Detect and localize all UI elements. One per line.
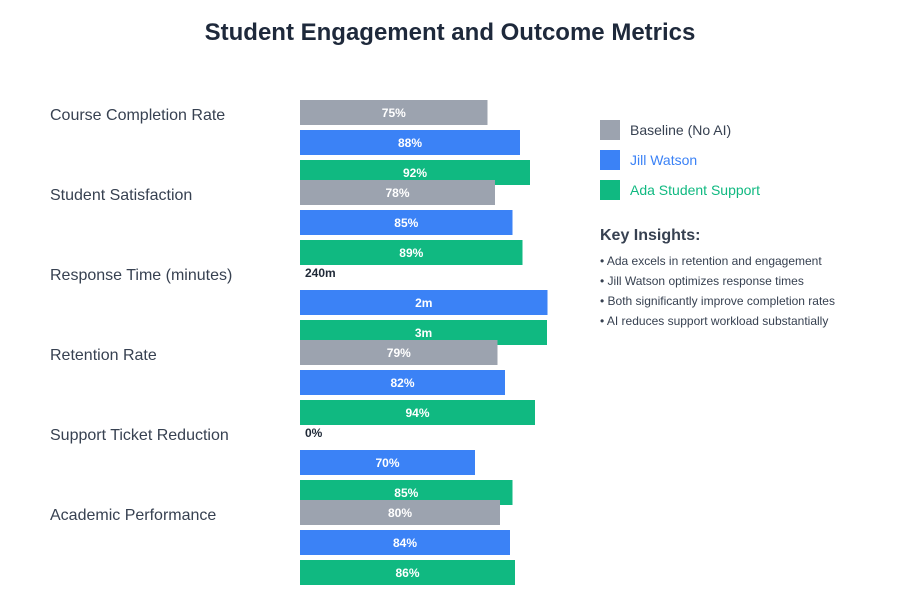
- bar-value-label: 78%: [385, 186, 409, 200]
- bar: [300, 290, 548, 315]
- category-labels: Course Completion Rate Student Satisfacti…: [50, 107, 232, 524]
- category-label: Response Time (minutes): [50, 267, 232, 284]
- bar-value-label: 70%: [375, 456, 399, 470]
- bar-value-label: 2m: [415, 296, 432, 310]
- chart-title: Student Engagement and Outcome Metrics: [205, 19, 696, 46]
- bar-value-label: 92%: [403, 166, 427, 180]
- bar: [300, 180, 495, 205]
- insight-item: • Both significantly improve completion …: [600, 294, 835, 308]
- bar: [300, 340, 498, 365]
- bar-value-label: 88%: [398, 136, 422, 150]
- legend-label: Ada Student Support: [630, 182, 760, 198]
- bar-value-label: 80%: [388, 506, 412, 520]
- bar-value-label: 89%: [399, 246, 423, 260]
- insights-title: Key Insights:: [600, 227, 700, 244]
- bar-value-label: 0%: [305, 426, 323, 440]
- bar: [300, 130, 520, 155]
- legend-swatch: [600, 150, 620, 170]
- bar-value-label: 82%: [390, 376, 414, 390]
- bar: [300, 100, 488, 125]
- legend-label: Baseline (No AI): [630, 122, 731, 138]
- insight-item: • AI reduces support workload substantia…: [600, 314, 828, 328]
- bar-value-label: 79%: [387, 346, 411, 360]
- key-insights: Key Insights: • Ada excels in retention …: [600, 227, 835, 328]
- bar: [300, 370, 505, 395]
- category-label: Retention Rate: [50, 347, 157, 364]
- bar: [300, 210, 513, 235]
- category-label: Academic Performance: [50, 507, 216, 524]
- bar-value-label: 3m: [415, 326, 432, 340]
- category-label: Support Ticket Reduction: [50, 427, 229, 444]
- legend-swatch: [600, 120, 620, 140]
- bar-value-labels: 75% 88% 92% 78% 85% 89% 240m 2m 3m 79% 82% 94% 0% 70%…: [305, 106, 432, 580]
- insight-item: • Ada excels in retention and engagement: [600, 254, 822, 268]
- bars: [300, 100, 548, 585]
- bar-value-label: 86%: [395, 566, 419, 580]
- bar: [300, 400, 535, 425]
- category-label: Course Completion Rate: [50, 107, 225, 124]
- bar-value-label: 240m: [305, 266, 336, 280]
- bar-value-label: 94%: [405, 406, 429, 420]
- bar-value-label: 85%: [394, 486, 418, 500]
- legend-swatch: [600, 180, 620, 200]
- category-label: Student Satisfaction: [50, 187, 192, 204]
- bar: [300, 560, 515, 585]
- bar: [300, 500, 500, 525]
- bar: [300, 530, 510, 555]
- bar-value-label: 85%: [394, 216, 418, 230]
- legend-label: Jill Watson: [630, 152, 697, 168]
- bar-value-label: 75%: [382, 106, 406, 120]
- legend: Baseline (No AI) Jill Watson Ada Student S…: [600, 120, 760, 200]
- bar: [300, 240, 523, 265]
- bar-value-label: 84%: [393, 536, 417, 550]
- bar: [300, 450, 475, 475]
- insight-item: • Jill Watson optimizes response times: [600, 274, 804, 288]
